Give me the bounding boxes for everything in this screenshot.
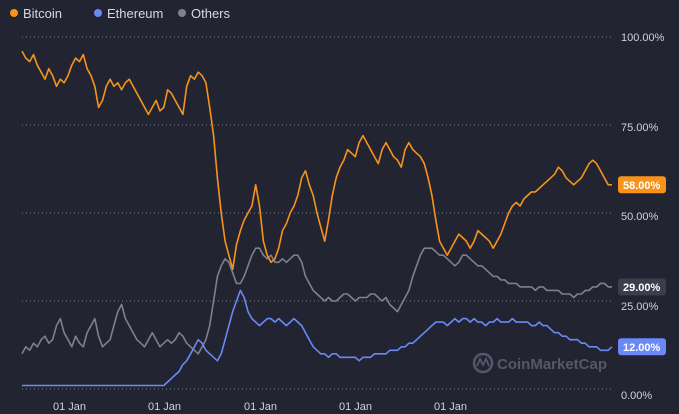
x-tick-label: 01 Jan: [434, 401, 467, 413]
watermark-text: CoinMarketCap: [497, 356, 607, 373]
y-tick-label: 0.00%: [621, 390, 652, 402]
badge-others: 29.00%: [618, 278, 666, 296]
badge-bitcoin: 58.00%: [618, 176, 666, 194]
x-tick-label: 01 Jan: [148, 401, 181, 413]
badge-others-bg: [618, 278, 666, 296]
x-tick-label: 01 Jan: [53, 401, 86, 413]
badge-bitcoin-bg: [618, 176, 666, 194]
badge-ethereum-bg: [618, 338, 666, 356]
series-line-ethereum[interactable]: [22, 289, 613, 387]
series-line-others[interactable]: [21, 247, 612, 355]
legend-dot-bitcoin: [10, 9, 18, 17]
coinmarketcap-logo-icon: [472, 352, 494, 374]
legend-label-ethereum: Ethereum: [107, 6, 163, 21]
x-axis: 01 Jan 01 Jan 01 Jan 01 Jan 01 Jan: [53, 401, 467, 413]
badge-ethereum: 12.00%: [618, 338, 666, 356]
series-layer: [21, 50, 613, 387]
legend-label-others: Others: [191, 6, 231, 21]
y-axis: 100.00% 75.00% 50.00% 25.00% 0.00%: [621, 32, 665, 402]
badge-bitcoin-value: 58.00%: [623, 180, 661, 192]
y-tick-label: 50.00%: [621, 211, 659, 223]
legend-dot-others: [178, 9, 186, 17]
legend-item-bitcoin[interactable]: Bitcoin: [10, 6, 62, 21]
legend-item-ethereum[interactable]: Ethereum: [94, 6, 163, 21]
series-line-bitcoin[interactable]: [21, 50, 612, 271]
legend[interactable]: Bitcoin Ethereum Others: [10, 6, 231, 21]
legend-label-bitcoin: Bitcoin: [23, 6, 62, 21]
badge-others-value: 29.00%: [623, 282, 661, 294]
y-tick-label: 100.00%: [621, 32, 665, 44]
coinmarketcap-logo-wave: [476, 356, 490, 368]
coinmarketcap-watermark: CoinMarketCap: [472, 352, 607, 374]
y-tick-label: 75.00%: [621, 122, 659, 134]
x-tick-label: 01 Jan: [339, 401, 372, 413]
y-tick-label: 25.00%: [621, 301, 659, 313]
legend-dot-ethereum: [94, 9, 102, 17]
badge-ethereum-value: 12.00%: [623, 342, 661, 354]
legend-item-others[interactable]: Others: [178, 6, 231, 21]
x-tick-label: 01 Jan: [244, 401, 277, 413]
